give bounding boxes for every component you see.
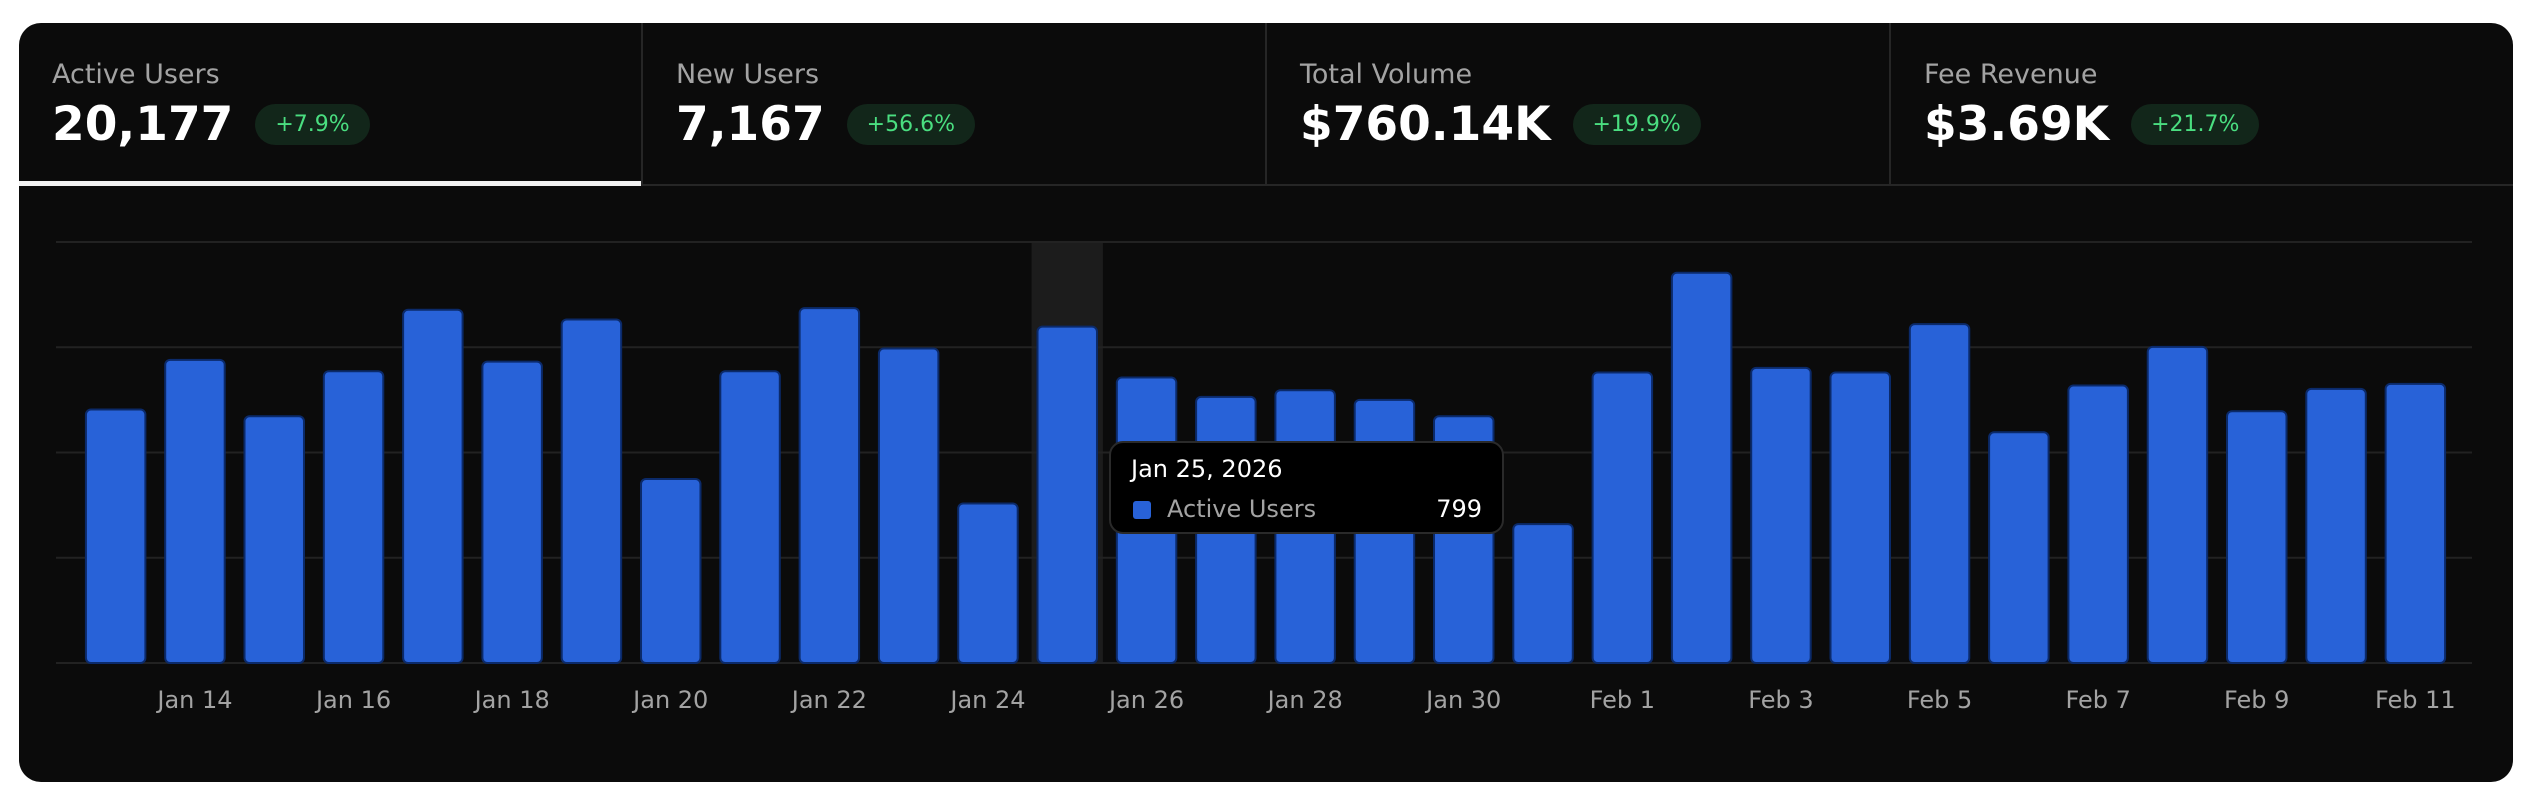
bar bbox=[1829, 371, 1891, 664]
bar bbox=[640, 478, 702, 665]
x-tick-label: Feb 9 bbox=[2224, 686, 2289, 714]
bar bbox=[877, 347, 940, 664]
tooltip-value: 799 bbox=[1436, 495, 1482, 523]
bar bbox=[481, 360, 543, 664]
chart: Jan 14 Jan 16 Jan 18 Jan 20 Jan 22 Jan 24 Jan … bbox=[56, 241, 2472, 714]
metric-cards: Active Users 20,177 +7.9% New Users 7,167 +56… bbox=[19, 23, 2513, 186]
bar bbox=[2067, 384, 2129, 664]
x-tick-label: Jan 22 bbox=[790, 686, 867, 714]
tooltip: Jan 25, 2026 Active Users 799 bbox=[1109, 441, 1504, 534]
bar bbox=[1512, 523, 1574, 664]
x-tick-label: Jan 20 bbox=[631, 686, 708, 714]
x-tick-label: Feb 5 bbox=[1907, 686, 1972, 714]
x-tick-label: Jan 24 bbox=[948, 686, 1025, 714]
bar bbox=[1908, 323, 1971, 664]
metric-value: 20,177 bbox=[52, 97, 234, 152]
metric-label: Total Volume bbox=[1300, 59, 1473, 90]
metric-value-row: 7,167 +56.6% bbox=[676, 97, 975, 152]
metric-card[interactable]: Active Users 20,177 +7.9% bbox=[19, 23, 643, 186]
metric-delta: +21.7% bbox=[2131, 104, 2260, 145]
bar bbox=[798, 307, 861, 664]
metric-value-row: $760.14K +19.9% bbox=[1300, 97, 1701, 152]
bar bbox=[2305, 387, 2367, 664]
bar bbox=[1988, 431, 2050, 664]
metric-value-row: 20,177 +7.9% bbox=[52, 97, 370, 152]
metric-card[interactable]: Total Volume $760.14K +19.9% bbox=[1267, 23, 1891, 184]
bar bbox=[2226, 410, 2288, 664]
metric-label: Fee Revenue bbox=[1924, 59, 2098, 90]
bar bbox=[2146, 345, 2209, 664]
bar bbox=[84, 408, 147, 665]
bar bbox=[164, 358, 226, 664]
bar bbox=[2384, 382, 2447, 664]
dashboard-panel: Active Users 20,177 +7.9% New Users 7,167 +56… bbox=[19, 23, 2513, 782]
metric-value: 7,167 bbox=[676, 97, 825, 152]
metric-delta: +7.9% bbox=[255, 104, 370, 145]
bar bbox=[322, 370, 385, 664]
bar bbox=[1750, 366, 1812, 664]
metric-value: $760.14K bbox=[1300, 97, 1551, 152]
bar bbox=[719, 370, 781, 664]
x-tick-label: Jan 30 bbox=[1424, 686, 1501, 714]
bar bbox=[957, 502, 1019, 665]
bar bbox=[1036, 325, 1098, 664]
metric-delta: +56.6% bbox=[846, 104, 975, 145]
metric-label: Active Users bbox=[52, 59, 220, 90]
x-tick-label: Jan 26 bbox=[1107, 686, 1184, 714]
x-tick-label: Jan 16 bbox=[314, 686, 391, 714]
metric-value: $3.69K bbox=[1924, 97, 2110, 152]
metric-delta: +19.9% bbox=[1572, 104, 1701, 145]
x-tick-label: Jan 18 bbox=[473, 686, 550, 714]
tooltip-title: Jan 25, 2026 bbox=[1131, 455, 1283, 483]
bar bbox=[1670, 271, 1733, 664]
x-tick-label: Jan 28 bbox=[1266, 686, 1343, 714]
tooltip-swatch bbox=[1133, 501, 1151, 519]
bar bbox=[402, 308, 464, 664]
metric-label: New Users bbox=[676, 59, 820, 90]
metric-card[interactable]: Fee Revenue $3.69K +21.7% bbox=[1891, 23, 2513, 184]
x-tick-label: Jan 14 bbox=[155, 686, 232, 714]
tooltip-series: Active Users bbox=[1167, 495, 1317, 523]
bar bbox=[560, 318, 623, 664]
x-tick-label: Feb 11 bbox=[2375, 686, 2456, 714]
bar bbox=[1591, 371, 1654, 664]
x-tick-label: Feb 7 bbox=[2065, 686, 2130, 714]
metric-value-row: $3.69K +21.7% bbox=[1924, 97, 2260, 152]
x-tick-label: Feb 3 bbox=[1748, 686, 1813, 714]
bar bbox=[243, 415, 305, 664]
metric-card[interactable]: New Users 7,167 +56.6% bbox=[643, 23, 1267, 184]
x-tick-label: Feb 1 bbox=[1590, 686, 1655, 714]
